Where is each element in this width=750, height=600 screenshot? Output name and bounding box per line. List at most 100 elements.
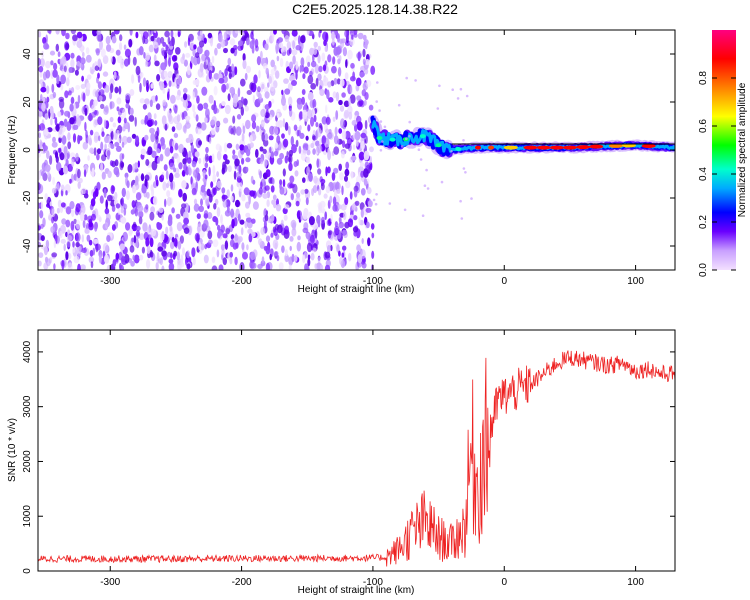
noise-cell [227, 57, 232, 66]
noise-cell [173, 77, 178, 88]
noise-cell [312, 185, 318, 194]
speckle [379, 149, 383, 152]
noise-cell [352, 226, 359, 233]
noise-cell [212, 239, 219, 248]
noise-cell [67, 132, 71, 141]
noise-cell [283, 78, 289, 84]
ridge-peak [536, 145, 551, 150]
noise-cell [210, 120, 215, 126]
noise-cell [195, 172, 201, 182]
noise-cell [262, 193, 269, 199]
noise-cell [318, 188, 322, 196]
noise-cell [264, 104, 271, 110]
noise-cell [92, 191, 97, 200]
noise-cell [276, 157, 283, 165]
noise-cell [127, 122, 130, 133]
noise-cell [155, 95, 158, 102]
noise-cell [104, 84, 110, 93]
noise-cell [153, 113, 157, 120]
noise-cell [93, 147, 97, 156]
noise-cell [357, 254, 363, 264]
noise-cell [218, 264, 224, 270]
noise-cell [226, 142, 233, 149]
noise-cell [53, 263, 56, 270]
noise-cell [146, 245, 151, 254]
noise-cell [225, 228, 230, 235]
noise-cell [192, 55, 199, 66]
noise-cell [186, 263, 191, 270]
noise-cell [340, 118, 345, 129]
noise-cell [319, 200, 326, 209]
noise-cell [121, 187, 127, 198]
noise-cell [160, 174, 165, 181]
noise-cell [348, 111, 353, 120]
noise-cell [97, 58, 102, 68]
noise-cell [97, 116, 103, 125]
ridge-peak [549, 145, 564, 150]
noise-cell [174, 32, 177, 38]
noise-cell [246, 37, 250, 46]
noise-cell [351, 119, 357, 126]
noise-cell [221, 83, 227, 93]
noise-cell [326, 89, 330, 100]
noise-cell [164, 198, 167, 208]
noise-cell [235, 143, 240, 150]
noise-cell [315, 122, 319, 128]
noise-cell [360, 249, 366, 259]
noise-cell [193, 111, 197, 119]
noise-cell [184, 41, 188, 48]
noise-cell [281, 133, 285, 139]
noise-cell [295, 70, 298, 80]
noise-cell [229, 251, 233, 258]
noise-cell [324, 251, 331, 259]
noise-cell [176, 251, 181, 261]
colorbar-tick-label: 0.0 [698, 263, 709, 277]
noise-cell [307, 61, 311, 67]
noise-cell [144, 98, 150, 105]
noise-cell [339, 105, 345, 112]
noise-cell [149, 99, 153, 108]
noise-cell [268, 75, 273, 84]
noise-cell [237, 45, 243, 51]
noise-cell [299, 125, 302, 131]
speckle [378, 109, 381, 112]
noise-cell [174, 172, 180, 178]
noise-cell [227, 206, 230, 214]
noise-cell [271, 98, 275, 104]
noise-cell [159, 81, 165, 91]
noise-cell [245, 157, 251, 163]
noise-cell [323, 193, 328, 199]
noise-cell [314, 64, 320, 74]
x-tick-label: -300 [100, 577, 120, 588]
noise-cell [252, 179, 256, 185]
noise-cell [162, 181, 167, 191]
noise-cell [124, 253, 130, 264]
noise-cell [264, 185, 270, 191]
noise-cell [276, 254, 280, 262]
noise-cell [315, 77, 319, 87]
noise-cell [284, 35, 290, 43]
colorbar: 0.0 0.2 0.4 0.6 0.8 Normalized spectral ampl… [698, 30, 748, 277]
noise-cell [249, 135, 253, 143]
speckle [408, 120, 412, 124]
noise-cell [246, 65, 251, 74]
noise-cell [192, 104, 196, 113]
noise-cell [57, 111, 62, 118]
noise-cell [202, 157, 206, 166]
speckle [465, 94, 469, 98]
noise-cell [121, 126, 126, 132]
noise-cell [306, 166, 311, 176]
noise-cell [111, 205, 116, 212]
noise-cell [251, 114, 257, 123]
noise-cell [310, 142, 315, 149]
noise-cell [120, 198, 123, 205]
noise-cell [213, 85, 218, 96]
noise-cell [292, 55, 296, 65]
noise-cell [293, 161, 298, 168]
noise-cell [166, 190, 171, 198]
noise-cell [75, 152, 79, 162]
noise-cell [55, 184, 61, 191]
noise-cell [103, 119, 107, 129]
speckle [383, 125, 387, 129]
noise-cell [342, 140, 346, 149]
